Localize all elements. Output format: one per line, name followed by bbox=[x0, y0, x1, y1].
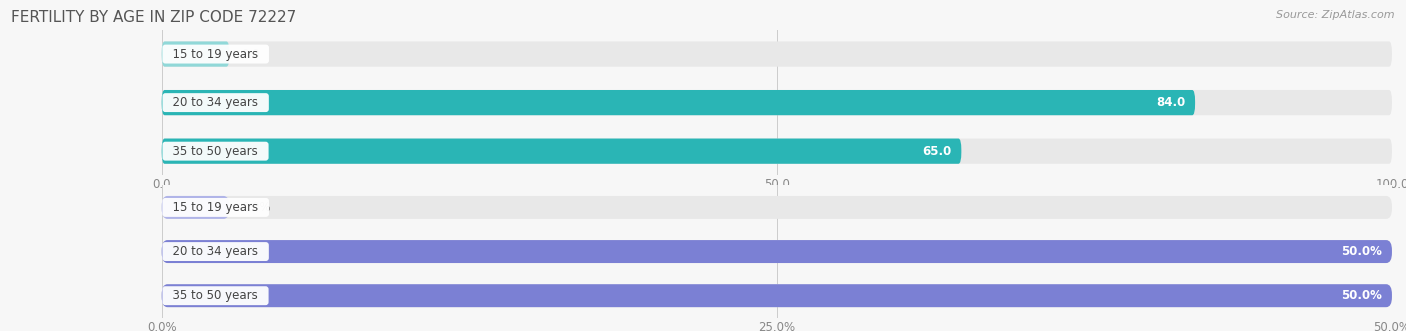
Text: FERTILITY BY AGE IN ZIP CODE 72227: FERTILITY BY AGE IN ZIP CODE 72227 bbox=[11, 10, 297, 25]
Text: 65.0: 65.0 bbox=[922, 145, 952, 158]
FancyBboxPatch shape bbox=[162, 139, 1392, 164]
Text: 15 to 19 years: 15 to 19 years bbox=[166, 201, 266, 214]
FancyBboxPatch shape bbox=[162, 139, 962, 164]
FancyBboxPatch shape bbox=[162, 90, 1392, 115]
Text: 50.0%: 50.0% bbox=[1341, 289, 1382, 302]
Text: 35 to 50 years: 35 to 50 years bbox=[166, 289, 266, 302]
FancyBboxPatch shape bbox=[162, 284, 1392, 307]
FancyBboxPatch shape bbox=[162, 41, 229, 67]
FancyBboxPatch shape bbox=[162, 240, 1392, 263]
Text: Source: ZipAtlas.com: Source: ZipAtlas.com bbox=[1277, 10, 1395, 20]
Text: 20 to 34 years: 20 to 34 years bbox=[166, 96, 266, 109]
FancyBboxPatch shape bbox=[162, 196, 229, 219]
FancyBboxPatch shape bbox=[162, 41, 1392, 67]
FancyBboxPatch shape bbox=[162, 196, 1392, 219]
Text: 84.0: 84.0 bbox=[1156, 96, 1185, 109]
FancyBboxPatch shape bbox=[162, 284, 1392, 307]
Text: 0.0: 0.0 bbox=[242, 48, 260, 61]
Text: 35 to 50 years: 35 to 50 years bbox=[166, 145, 266, 158]
FancyBboxPatch shape bbox=[162, 240, 1392, 263]
FancyBboxPatch shape bbox=[162, 90, 1195, 115]
Text: 0.0%: 0.0% bbox=[242, 201, 271, 214]
Text: 50.0%: 50.0% bbox=[1341, 245, 1382, 258]
Text: 20 to 34 years: 20 to 34 years bbox=[166, 245, 266, 258]
Text: 15 to 19 years: 15 to 19 years bbox=[166, 48, 266, 61]
